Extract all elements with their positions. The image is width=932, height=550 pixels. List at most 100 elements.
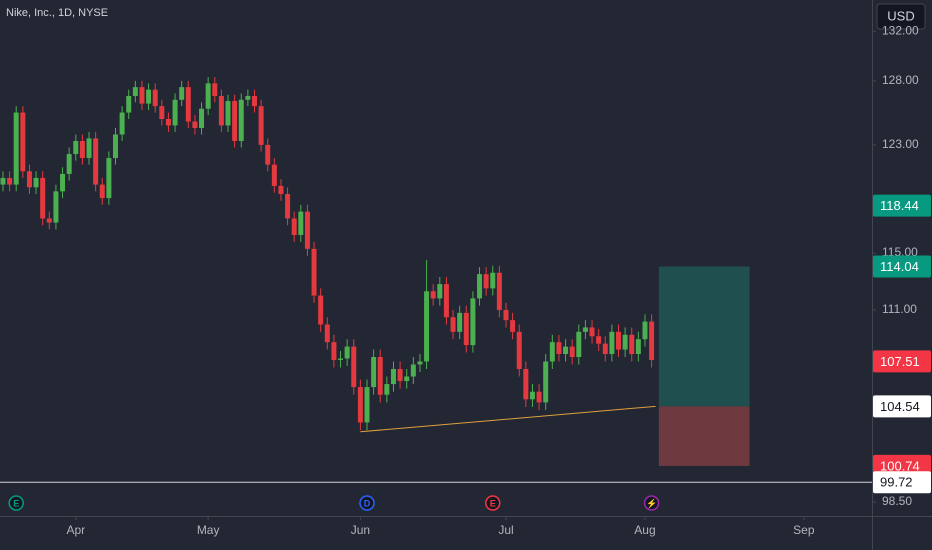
candle-body	[139, 87, 145, 104]
y-tick-label: 111.00	[882, 302, 917, 316]
candle-body	[318, 295, 324, 325]
candle-body	[185, 87, 191, 122]
profit-zone	[658, 266, 750, 407]
x-tick-label: Apr	[66, 523, 85, 537]
candle-body	[477, 274, 483, 299]
event-label[interactable]: D	[364, 498, 371, 508]
candle-body	[245, 95, 251, 100]
candle-body	[66, 154, 72, 174]
x-tick-label: Jun	[351, 523, 370, 537]
candle-body	[298, 211, 304, 235]
candle-body	[99, 184, 105, 199]
candle-body	[516, 331, 522, 369]
candle-body	[271, 164, 277, 186]
candle-body	[523, 368, 529, 400]
candle-body	[126, 95, 132, 113]
candle-body	[258, 106, 264, 145]
x-tick-label: Aug	[634, 523, 655, 537]
candle-body	[79, 140, 85, 159]
candle-body	[536, 391, 542, 403]
candle-body	[563, 346, 569, 355]
event-marker[interactable]	[485, 495, 501, 511]
x-tick-label: Sep	[793, 523, 815, 537]
candle-body	[589, 327, 595, 337]
candle-body	[46, 218, 52, 223]
candle-body	[642, 321, 648, 340]
candle-body	[443, 284, 449, 318]
currency-button[interactable]	[876, 3, 926, 30]
price-label-box	[873, 471, 931, 494]
candle-body	[192, 121, 198, 129]
candle-body	[384, 384, 390, 395]
candle-body	[450, 317, 456, 332]
candle-body	[582, 327, 588, 332]
candle-body	[53, 191, 59, 223]
event-marker[interactable]	[8, 495, 24, 511]
candle-body	[304, 211, 310, 249]
candle-body	[152, 89, 158, 107]
candle-body	[417, 361, 423, 365]
price-label: 100.74	[880, 458, 920, 473]
candle-body	[106, 158, 112, 199]
y-tick-label: 123.00	[882, 137, 919, 151]
candle-body	[73, 140, 79, 155]
y-tick-label: 132.00	[882, 24, 919, 38]
candle-body	[265, 144, 271, 165]
currency-label[interactable]: USD	[887, 8, 914, 23]
candle-body	[616, 331, 622, 350]
price-label-box	[873, 194, 931, 217]
event-label[interactable]: ⚡	[646, 497, 657, 509]
candle-body	[278, 185, 284, 195]
candle-body	[569, 346, 575, 357]
candle-body	[159, 106, 165, 119]
candle-body	[364, 387, 370, 423]
candle-body	[404, 376, 410, 382]
candle-body	[635, 339, 641, 355]
candle-body	[20, 112, 26, 172]
chart-title: Nike, Inc., 1D, NYSE	[6, 7, 108, 19]
event-marker[interactable]	[359, 495, 375, 511]
price-label: 99.72	[880, 475, 913, 490]
candle-body	[238, 99, 244, 141]
candle-body	[602, 343, 608, 355]
y-tick-label: 128.00	[882, 73, 919, 87]
candle-body	[377, 356, 383, 395]
candle-body	[390, 368, 396, 385]
event-label[interactable]: E	[490, 498, 496, 508]
candle-body	[112, 134, 118, 159]
candle-body	[470, 298, 476, 346]
candle-body	[490, 272, 496, 289]
candle-body	[132, 87, 138, 96]
candle-body	[93, 138, 99, 185]
price-label: 104.54	[880, 399, 920, 414]
y-tick-label: 98.50	[882, 494, 912, 508]
candle-body	[26, 171, 32, 188]
candle-body	[609, 331, 615, 355]
candle-body	[338, 358, 344, 360]
price-label-box	[873, 255, 931, 278]
candle-body	[351, 346, 357, 388]
candle-body	[199, 108, 205, 129]
candle-body	[86, 138, 92, 159]
candle-body	[232, 101, 238, 141]
candle-body	[549, 342, 555, 362]
candle-body	[410, 364, 416, 377]
x-tick-label: Jul	[498, 523, 513, 537]
candle-body	[457, 312, 463, 332]
price-label: 107.51	[880, 354, 920, 369]
candle-body	[483, 274, 489, 289]
candle-body	[311, 248, 317, 296]
candle-body	[331, 342, 337, 360]
candle-body	[629, 334, 635, 355]
event-marker[interactable]	[643, 495, 660, 511]
candle-body	[179, 87, 185, 100]
event-label[interactable]: E	[13, 498, 19, 508]
candle-body	[576, 331, 582, 357]
price-label: 118.44	[880, 198, 919, 213]
candle-body	[357, 387, 363, 423]
candle-body	[371, 356, 377, 388]
candle-body	[13, 112, 19, 185]
candle-body	[622, 334, 628, 350]
candle-body	[503, 309, 509, 321]
